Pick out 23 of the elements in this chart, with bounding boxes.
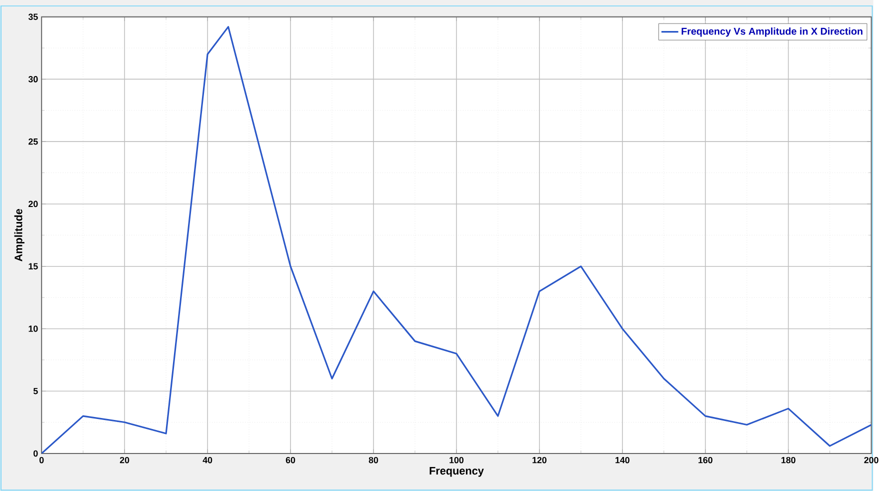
x-tick-label: 120 xyxy=(532,456,546,464)
y-tick-label: 5 xyxy=(33,388,38,394)
y-tick-label: 10 xyxy=(28,326,38,332)
x-tick-label: 80 xyxy=(368,456,378,464)
y-tick-label: 20 xyxy=(28,200,38,208)
x-tick-label: 200 xyxy=(864,456,878,464)
legend-label: Frequency Vs Amplitude in X Direction xyxy=(682,27,862,37)
x-axis-title: Frequency xyxy=(430,467,484,477)
x-tick-label: 40 xyxy=(202,456,212,464)
y-tick-label: 30 xyxy=(28,76,38,82)
x-tick-label: 60 xyxy=(286,456,296,464)
x-tick-label: 160 xyxy=(698,456,712,464)
y-tick-label: 25 xyxy=(28,138,38,145)
x-tick-label: 100 xyxy=(450,456,464,464)
y-tick-label: 15 xyxy=(28,263,38,270)
x-tick-label: 0 xyxy=(39,456,44,464)
line-series xyxy=(42,26,872,454)
x-tick-label: 180 xyxy=(781,456,796,464)
y-axis-title: Amplitude xyxy=(14,208,24,262)
y-tick-label: 0 xyxy=(34,450,38,457)
x-tick-label: 20 xyxy=(120,456,130,464)
y-tick-label: 35 xyxy=(28,14,38,20)
x-tick-label: 140 xyxy=(616,456,630,464)
